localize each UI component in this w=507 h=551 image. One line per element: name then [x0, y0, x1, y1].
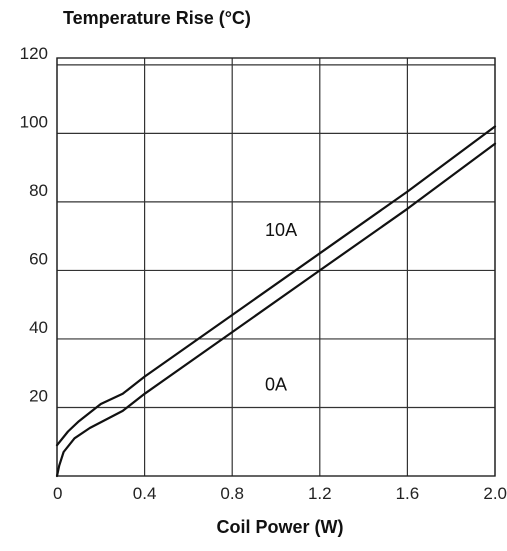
- y-tick-labels: 20 40 60 80 100 120: [20, 44, 48, 406]
- x-tick-label: 0.8: [220, 484, 244, 503]
- x-tick-label: 0.4: [133, 484, 157, 503]
- y-tick-label: 80: [29, 181, 48, 200]
- series-line-10a: [55, 125, 497, 447]
- y-tick-label: 120: [20, 44, 48, 63]
- annotations: 10A 0A: [265, 220, 297, 394]
- chart-title: Temperature Rise (°C): [63, 8, 251, 28]
- x-tick-label: 1.6: [396, 484, 420, 503]
- x-tick-label: 0: [53, 484, 62, 503]
- series-line-0a: [55, 142, 497, 478]
- y-tick-label: 60: [29, 249, 48, 268]
- grid: [56, 58, 496, 476]
- y-tick-label: 40: [29, 318, 48, 337]
- x-tick-labels: 0 0.4 0.8 1.2 1.6 2.0: [53, 484, 507, 503]
- series-annotation: 10A: [265, 220, 297, 240]
- y-tick-label: 100: [20, 112, 48, 131]
- x-axis-label: Coil Power (W): [217, 517, 344, 537]
- y-tick-label: 20: [29, 386, 48, 405]
- plot-frame: [56, 57, 496, 477]
- curves: [55, 125, 497, 478]
- series-annotation: 0A: [265, 374, 287, 394]
- x-tick-label: 2.0: [483, 484, 507, 503]
- x-tick-label: 1.2: [308, 484, 332, 503]
